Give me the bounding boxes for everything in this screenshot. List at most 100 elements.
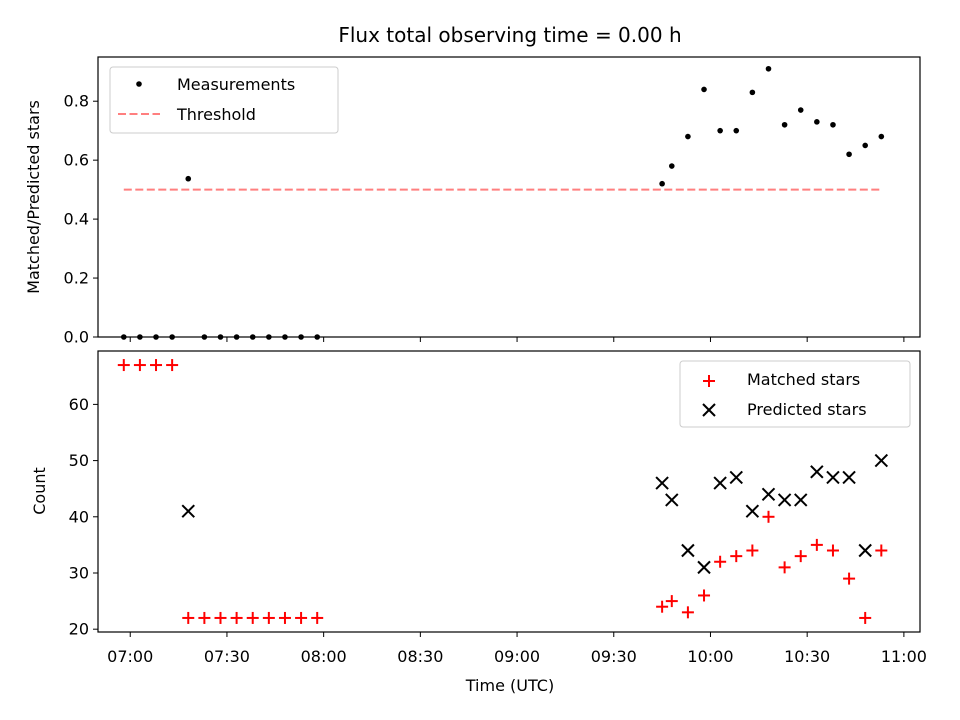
measurement-point (185, 175, 192, 182)
matched-star-point (246, 611, 259, 624)
top-y-ticks: 0.0 0.2 0.4 0.6 0.8 (64, 92, 98, 347)
matched-star-point (295, 611, 308, 624)
top-legend-box (109, 66, 339, 134)
bottom-legend: Matched stars Predicted stars (679, 360, 911, 428)
matched-star-point (311, 611, 324, 624)
x-tick-label: 07:00 (107, 647, 153, 666)
measurement-point (862, 142, 868, 149)
measurement-point (733, 127, 740, 134)
matched-star-point (875, 544, 888, 557)
matched-star-point (714, 555, 727, 568)
measurement-point (717, 127, 723, 134)
x-tick-label: 09:00 (494, 647, 540, 666)
matched-star-point (859, 611, 872, 624)
bottom-plot-frame (97, 350, 921, 633)
x-tick-label: 08:00 (301, 647, 347, 666)
measurement-point (878, 133, 885, 140)
x-axis-label: Time (UTC) (465, 676, 554, 695)
x-tick-label: 07:30 (204, 647, 250, 666)
predicted-star-point (858, 543, 872, 558)
matched-star-point (262, 611, 275, 624)
chart-title: Flux total observing time = 0.00 h (338, 23, 681, 47)
matched-star-point (198, 611, 211, 624)
bottom-y-tick-label: 20 (69, 620, 89, 639)
x-tick-label: 08:30 (397, 647, 443, 666)
measurement-point (814, 119, 820, 125)
bottom-y-tick-label: 50 (69, 451, 89, 470)
matched-star-point (150, 359, 163, 372)
matched-star-point (826, 544, 839, 557)
matched-star-point (681, 606, 694, 619)
predicted-star-point (713, 476, 727, 490)
x-tick-label: 09:30 (591, 647, 637, 666)
predicted-star-point (810, 465, 824, 479)
predicted-star-point (794, 493, 808, 507)
measurement-point (668, 163, 675, 169)
measurement-point (749, 89, 756, 96)
matched-star-point (794, 550, 807, 563)
bottom-y-tick-label: 40 (69, 507, 89, 526)
legend-predicted-label: Predicted stars (747, 400, 867, 419)
matched-star-point (182, 611, 195, 624)
measurement-point (846, 151, 852, 158)
legend-matched-label: Matched stars (747, 370, 860, 389)
measurement-point (701, 86, 707, 93)
bottom-y-tick-label: 60 (69, 395, 89, 414)
predicted-star-point (826, 470, 840, 485)
matched-star-point (166, 359, 179, 372)
matched-star-point (214, 611, 227, 624)
measurement-point (765, 65, 772, 72)
matched-star-point (762, 510, 775, 523)
bottom-series (117, 359, 889, 624)
measurement-point (659, 180, 665, 187)
matched-star-point (133, 359, 146, 372)
top-y-tick-label: 0.0 (64, 328, 89, 347)
predicted-star-point (665, 493, 679, 507)
bottom-x-ticks: 07:00 07:30 08:00 08:30 09:00 09:30 10:00 10:30… (107, 632, 927, 666)
x-tick-label: 10:00 (687, 647, 733, 666)
predicted-star-point (181, 504, 195, 518)
matched-star-point (810, 538, 823, 551)
top-y-tick-label: 0.2 (64, 269, 89, 288)
predicted-star-point (729, 470, 743, 485)
legend-measurements-marker (136, 81, 142, 87)
matched-star-point (698, 589, 711, 602)
matched-star-point (656, 600, 669, 613)
predicted-star-point (655, 476, 669, 490)
matched-star-point (230, 611, 243, 624)
top-plot-frame (97, 56, 921, 338)
legend-measurements-label: Measurements (177, 75, 295, 94)
matched-star-point (778, 561, 791, 574)
matched-star-point (665, 595, 678, 608)
predicted-star-point (761, 487, 776, 502)
matched-star-point (730, 550, 743, 563)
predicted-star-point (681, 543, 695, 558)
measurement-point (685, 133, 691, 140)
matched-star-point (746, 544, 759, 557)
top-legend: Measurements Threshold (109, 66, 339, 134)
legend-matched-marker (703, 375, 715, 387)
measurement-point (797, 107, 804, 113)
predicted-star-point (777, 493, 792, 507)
matched-star-point (278, 611, 291, 624)
predicted-star-point (842, 470, 856, 485)
matched-star-point (843, 572, 856, 585)
top-x-ticks (129, 337, 905, 342)
top-y-tick-label: 0.6 (64, 151, 89, 170)
predicted-star-point (874, 453, 889, 468)
measurement-point (830, 121, 836, 128)
predicted-star-point (745, 504, 760, 518)
predicted-star-point (697, 560, 711, 575)
bottom-y-axis-label: Count (30, 467, 49, 515)
matched-star-point (117, 359, 130, 372)
legend-predicted-marker (702, 403, 716, 417)
top-y-axis-label: Matched/Predicted stars (24, 100, 43, 294)
x-tick-label: 10:30 (784, 647, 830, 666)
bottom-y-tick-label: 30 (69, 563, 89, 582)
top-y-tick-label: 0.4 (64, 210, 89, 229)
measurement-point (781, 121, 788, 128)
bottom-y-ticks: 20 30 40 50 60 (69, 395, 98, 639)
bottom-legend-box (679, 360, 911, 428)
top-y-tick-label: 0.8 (64, 92, 89, 111)
